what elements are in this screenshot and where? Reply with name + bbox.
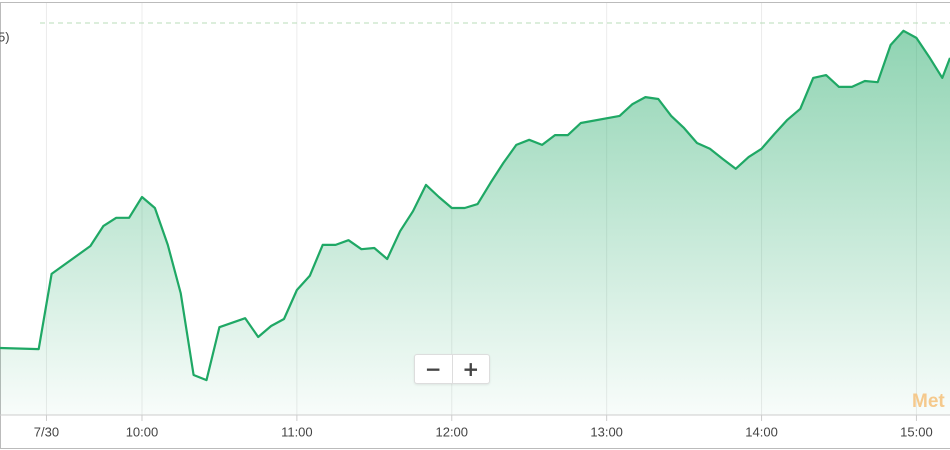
zoom-out-button[interactable]: −: [415, 355, 453, 383]
x-tick-label: 11:00: [281, 424, 313, 439]
area: [0, 30, 950, 416]
line: [0, 29, 950, 382]
zoom-in-button[interactable]: +: [453, 355, 490, 383]
x-tick-label: 7/30: [34, 424, 59, 439]
watermark: Met: [912, 391, 945, 412]
x-tick-label: 12:00: [435, 424, 468, 439]
x-tick-label: 15:00: [900, 424, 933, 439]
x-tick-label: 10:00: [126, 424, 159, 439]
zoom-controls: − +: [414, 354, 490, 384]
x-tick-label: 14:00: [745, 424, 778, 439]
label-fragment: 5): [0, 29, 10, 44]
x-tick-label: 13:00: [590, 424, 623, 439]
